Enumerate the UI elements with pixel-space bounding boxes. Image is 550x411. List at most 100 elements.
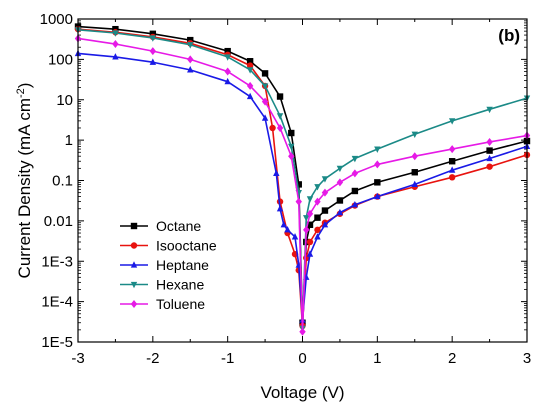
- data-point: [276, 93, 284, 100]
- legend-label: Hexane: [156, 277, 204, 293]
- data-point: [314, 214, 321, 221]
- data-point: [261, 83, 269, 90]
- y-tick-label: 1: [65, 132, 73, 149]
- y-tick-label: 0.1: [52, 173, 73, 190]
- data-point: [246, 67, 254, 74]
- series-heptane: [74, 49, 531, 323]
- series-hexane: [74, 27, 531, 332]
- x-tick-label: 0: [298, 350, 306, 367]
- data-point: [288, 152, 295, 161]
- x-tick-label: 3: [523, 350, 531, 367]
- data-point: [306, 209, 314, 218]
- data-point: [306, 238, 314, 246]
- data-point: [246, 81, 254, 90]
- data-point: [314, 184, 321, 191]
- tick-label-layer: -3 -2 -1 0 1 2 3 1E-5 1E-4 1E-3 0.01 0.1 1 10 100 1000: [40, 11, 532, 367]
- data-point: [261, 114, 269, 121]
- data-point: [448, 166, 456, 173]
- data-point: [411, 169, 418, 176]
- data-point: [276, 113, 284, 120]
- y-tick-label: 1E-5: [41, 334, 73, 351]
- data-point: [448, 145, 456, 154]
- series-isooctane: [74, 25, 531, 330]
- data-point: [306, 221, 314, 228]
- data-point: [486, 154, 493, 162]
- data-point: [130, 281, 138, 289]
- data-point: [224, 77, 231, 85]
- data-point: [321, 188, 329, 197]
- data-point: [149, 58, 157, 65]
- data-point: [374, 179, 381, 186]
- data-point: [261, 70, 269, 77]
- legend-item-toluene: Toluene: [120, 296, 205, 312]
- data-point: [351, 187, 359, 195]
- data-point: [130, 261, 138, 268]
- data-point: [295, 181, 302, 188]
- data-point: [261, 97, 269, 106]
- data-point: [291, 233, 299, 240]
- data-point: [246, 62, 254, 69]
- data-point: [303, 225, 310, 234]
- series-line-isooctane: [77, 28, 528, 327]
- y-axis-title-sup: -2: [15, 88, 27, 98]
- data-point: [130, 222, 138, 230]
- data-point: [448, 118, 456, 125]
- data-point: [130, 300, 138, 308]
- data-point: [187, 42, 194, 49]
- data-point: [336, 165, 344, 173]
- legend-label: Heptane: [156, 257, 209, 273]
- data-point: [314, 233, 321, 240]
- data-point: [306, 196, 314, 203]
- x-axis-title: Voltage (V): [260, 383, 344, 402]
- data-point: [187, 66, 194, 73]
- panel-label: (b): [498, 26, 520, 45]
- data-point: [374, 160, 381, 169]
- series-toluene: [74, 34, 531, 336]
- data-point: [321, 207, 329, 214]
- data-point: [336, 178, 344, 187]
- legend-item-heptane: Heptane: [120, 257, 209, 273]
- data-point: [321, 220, 329, 228]
- data-point: [303, 215, 310, 222]
- data-point: [149, 47, 157, 56]
- data-point: [112, 53, 119, 60]
- data-point: [336, 197, 344, 204]
- data-point: [306, 250, 314, 257]
- series-line-heptane: [77, 52, 528, 321]
- data-point: [224, 54, 231, 61]
- series-line-hexane: [77, 29, 528, 329]
- data-point: [284, 226, 291, 233]
- legend-label: Toluene: [156, 296, 205, 312]
- data-point: [411, 131, 418, 139]
- legend-label: Isooctane: [156, 238, 217, 254]
- data-point: [224, 67, 231, 76]
- data-point: [187, 55, 194, 64]
- data-point: [299, 327, 306, 336]
- data-point: [336, 208, 344, 216]
- data-point: [486, 106, 493, 114]
- data-point: [280, 220, 287, 228]
- x-tick-label: 1: [373, 350, 381, 367]
- legend-label: Octane: [156, 218, 201, 234]
- y-tick-label: 100: [48, 51, 73, 68]
- y-tick-label: 1E-3: [41, 253, 73, 270]
- y-axis-title-main: Current Density (mA cm: [15, 98, 34, 278]
- data-point: [321, 176, 329, 183]
- data-point: [269, 124, 276, 132]
- x-tick-label: 2: [448, 350, 456, 367]
- data-point: [351, 169, 359, 178]
- data-point: [112, 30, 119, 37]
- y-tick-label: 0.01: [44, 213, 73, 230]
- legend: Octane Isooctane Heptane Hexane Toluene: [120, 218, 217, 312]
- x-tick-label: -2: [146, 350, 159, 367]
- data-point: [295, 197, 302, 206]
- data-point: [411, 180, 418, 188]
- data-point: [351, 201, 359, 208]
- x-tick-label: -1: [221, 350, 234, 367]
- legend-item-octane: Octane: [120, 218, 201, 234]
- data-point: [112, 40, 119, 49]
- y-axis-title-close: ): [15, 83, 34, 89]
- data-point: [374, 146, 381, 153]
- data-point: [288, 143, 295, 151]
